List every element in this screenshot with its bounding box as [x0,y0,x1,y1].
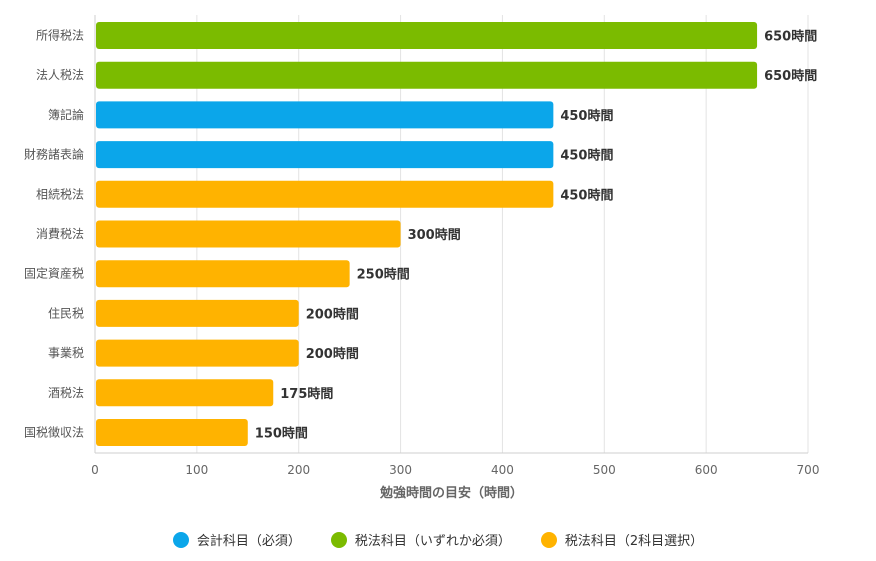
x-tick-label: 200 [287,463,310,477]
bar [96,61,758,89]
category-label: 簿記論 [48,107,84,122]
bar [96,22,758,49]
x-axis-title: 勉強時間の目安（時間） [379,485,523,501]
legend-dot-icon [540,531,557,548]
category-label: 酒税法 [48,386,84,400]
category-label: 固定資産税 [24,266,84,281]
bar-chart: 0 100 200 300 400 500 600 700 勉強時間の目安（時間） 所得税法 650… [24,15,820,501]
bar [96,419,248,446]
bar [96,339,299,367]
legend-dot-icon [172,531,189,548]
legend-label: 税法科目（2科目選択） [564,534,704,549]
bar [96,299,299,327]
data-label: 650時間 [764,68,817,84]
bar [96,141,554,169]
x-tick-label: 700 [797,463,820,477]
category-label: 国税徴収法 [24,426,84,440]
bar [96,101,554,129]
bar [96,180,554,208]
data-label: 200時間 [306,306,359,322]
legend-dot-icon [330,531,347,548]
data-label: 450時間 [560,108,613,124]
category-label: 消費税法 [36,226,84,241]
x-tick-label: 500 [593,463,616,477]
legend-label: 会計科目（必須） [196,534,301,549]
category-label: 事業税 [48,346,84,360]
data-label: 250時間 [357,267,410,283]
x-tick-label: 0 [91,463,99,477]
legend-item-tax-required[interactable]: 税法科目（いずれか必須） [330,530,511,549]
data-label: 450時間 [560,148,613,164]
bar [96,260,350,288]
legend-item-tax-elective[interactable]: 税法科目（2科目選択） [540,530,704,549]
x-tick-label: 100 [185,463,208,477]
category-label: 相続税法 [36,187,84,201]
category-label: 法人税法 [36,68,84,82]
data-label: 150時間 [255,426,308,442]
data-label: 200時間 [306,346,359,362]
legend-label: 税法科目（いずれか必須） [354,534,511,549]
legend-item-accounting[interactable]: 会計科目（必須） [172,530,301,549]
category-label: 住民税 [48,306,84,320]
bar [96,379,274,407]
data-label: 175時間 [280,386,333,402]
legend: 会計科目（必須） 税法科目（いずれか必須） 税法科目（2科目選択） [0,530,876,549]
x-tick-label: 600 [695,463,718,477]
bar [96,220,401,248]
data-label: 650時間 [764,29,817,45]
x-tick-label: 400 [491,463,514,477]
category-label: 所得税法 [36,28,84,43]
category-label: 財務諸表論 [24,147,84,162]
x-tick-label: 300 [389,463,412,477]
data-label: 300時間 [408,227,461,243]
data-label: 450時間 [560,187,613,203]
